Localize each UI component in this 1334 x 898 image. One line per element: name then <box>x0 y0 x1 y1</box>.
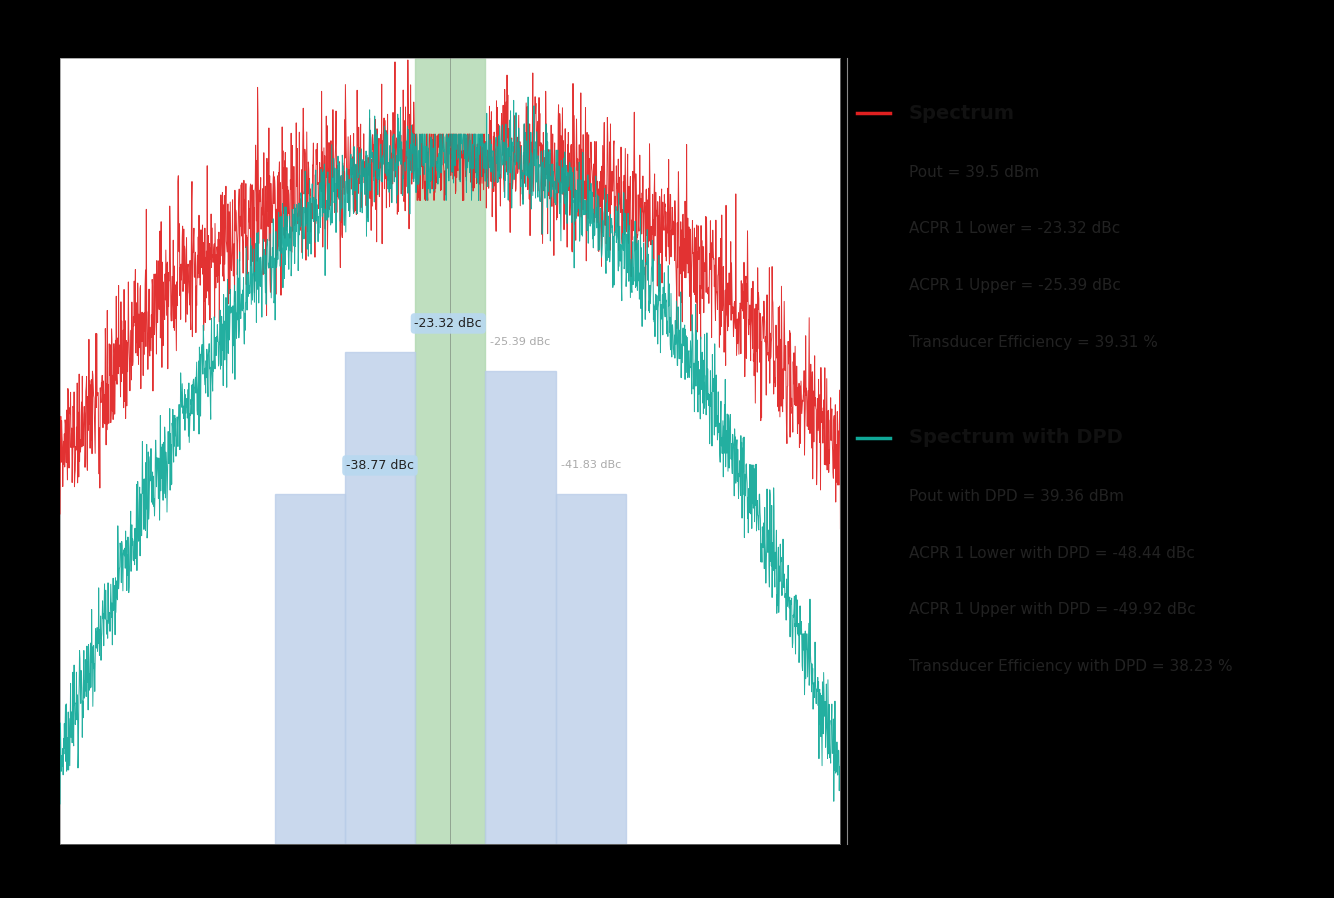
Text: ACPR 1 Upper with DPD = -49.92 dBc: ACPR 1 Upper with DPD = -49.92 dBc <box>908 603 1195 618</box>
Text: Spectrum with DPD: Spectrum with DPD <box>908 428 1122 447</box>
Bar <box>275 494 346 844</box>
Text: Transducer Efficiency = 39.31 %: Transducer Efficiency = 39.31 % <box>908 335 1158 349</box>
Text: ACPR 1 Upper = -25.39 dBc: ACPR 1 Upper = -25.39 dBc <box>908 278 1121 293</box>
Text: -41.83 dBc: -41.83 dBc <box>560 461 620 471</box>
Text: Pout with DPD = 39.36 dBm: Pout with DPD = 39.36 dBm <box>908 489 1123 505</box>
Text: ACPR 1 Lower = -23.32 dBc: ACPR 1 Lower = -23.32 dBc <box>908 222 1121 236</box>
Bar <box>415 58 486 844</box>
Text: -25.39 dBc: -25.39 dBc <box>491 338 551 348</box>
Text: ACPR 1 Lower with DPD = -48.44 dBc: ACPR 1 Lower with DPD = -48.44 dBc <box>908 546 1194 561</box>
Text: Transducer Efficiency with DPD = 38.23 %: Transducer Efficiency with DPD = 38.23 % <box>908 659 1233 674</box>
Text: -38.77 dBc: -38.77 dBc <box>346 459 414 472</box>
Text: Pout = 39.5 dBm: Pout = 39.5 dBm <box>908 165 1039 180</box>
Text: -23.32 dBc: -23.32 dBc <box>415 317 482 330</box>
Bar <box>555 494 626 844</box>
Text: Spectrum: Spectrum <box>908 104 1015 123</box>
Bar <box>346 352 415 844</box>
Bar <box>486 371 555 844</box>
